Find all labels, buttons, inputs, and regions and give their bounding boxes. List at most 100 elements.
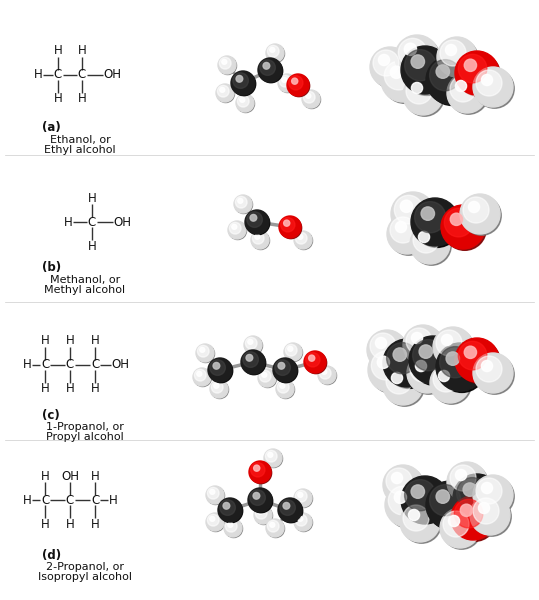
Circle shape <box>438 370 450 382</box>
Circle shape <box>390 66 403 79</box>
Circle shape <box>288 346 293 352</box>
Circle shape <box>259 370 271 382</box>
Circle shape <box>432 365 471 404</box>
Circle shape <box>207 514 225 532</box>
Circle shape <box>220 500 236 515</box>
Circle shape <box>402 504 441 543</box>
Circle shape <box>279 216 301 238</box>
Circle shape <box>403 75 443 115</box>
Circle shape <box>412 340 444 371</box>
Circle shape <box>258 509 263 514</box>
Circle shape <box>264 449 282 467</box>
Circle shape <box>383 365 423 405</box>
Circle shape <box>208 514 219 526</box>
Circle shape <box>401 46 449 94</box>
Circle shape <box>284 343 302 361</box>
Circle shape <box>217 85 229 97</box>
Circle shape <box>266 44 284 62</box>
Circle shape <box>442 510 481 549</box>
Circle shape <box>430 485 461 516</box>
Circle shape <box>473 353 513 393</box>
Circle shape <box>409 355 448 394</box>
Circle shape <box>292 78 298 84</box>
Circle shape <box>211 382 223 393</box>
Circle shape <box>275 360 291 376</box>
Circle shape <box>298 493 303 497</box>
Circle shape <box>476 70 502 96</box>
Circle shape <box>230 223 241 234</box>
Text: OH: OH <box>103 68 121 82</box>
Circle shape <box>223 502 230 509</box>
Circle shape <box>481 482 493 494</box>
Circle shape <box>475 69 514 108</box>
Circle shape <box>258 369 276 387</box>
Text: H: H <box>91 469 99 482</box>
Circle shape <box>398 38 427 67</box>
Circle shape <box>429 484 475 530</box>
Circle shape <box>395 196 423 224</box>
Circle shape <box>387 485 430 529</box>
Circle shape <box>279 499 303 523</box>
Circle shape <box>426 56 474 104</box>
Circle shape <box>450 76 476 102</box>
Circle shape <box>224 519 242 537</box>
Circle shape <box>259 370 277 388</box>
Circle shape <box>464 59 476 71</box>
Circle shape <box>229 222 246 239</box>
Circle shape <box>246 211 270 235</box>
Circle shape <box>418 232 430 242</box>
Circle shape <box>410 224 450 264</box>
Text: Ethyl alcohol: Ethyl alcohol <box>44 145 116 155</box>
Circle shape <box>248 340 253 344</box>
Circle shape <box>305 352 327 374</box>
Text: H: H <box>66 383 74 395</box>
Text: H: H <box>23 358 31 371</box>
Text: C: C <box>78 68 86 82</box>
Circle shape <box>303 91 321 109</box>
Circle shape <box>405 327 444 366</box>
Circle shape <box>295 514 307 526</box>
Text: Propyl alcohol: Propyl alcohol <box>46 432 124 442</box>
Text: C: C <box>91 358 99 371</box>
Circle shape <box>473 475 513 515</box>
Circle shape <box>443 511 469 537</box>
Circle shape <box>220 88 225 92</box>
Circle shape <box>464 346 476 358</box>
Text: H: H <box>109 493 118 506</box>
Text: H: H <box>88 191 96 205</box>
Circle shape <box>258 58 282 82</box>
Circle shape <box>281 218 295 232</box>
Circle shape <box>267 45 285 62</box>
Circle shape <box>429 58 475 106</box>
Circle shape <box>250 462 272 484</box>
Text: H: H <box>91 383 99 395</box>
Circle shape <box>396 221 406 233</box>
Circle shape <box>285 344 297 356</box>
Text: H: H <box>66 517 74 530</box>
Circle shape <box>378 55 390 65</box>
Text: H: H <box>88 239 96 253</box>
Circle shape <box>383 339 431 387</box>
Circle shape <box>245 337 262 355</box>
Circle shape <box>440 347 471 378</box>
Circle shape <box>413 200 460 247</box>
Circle shape <box>280 383 285 388</box>
Circle shape <box>255 235 260 239</box>
Circle shape <box>369 332 408 371</box>
Circle shape <box>208 358 232 382</box>
Circle shape <box>409 509 419 521</box>
Text: H: H <box>33 68 43 82</box>
Circle shape <box>278 382 289 393</box>
Circle shape <box>225 520 237 532</box>
Circle shape <box>246 355 253 361</box>
Circle shape <box>280 217 302 239</box>
Circle shape <box>411 198 459 246</box>
Circle shape <box>302 90 320 108</box>
Circle shape <box>455 80 467 92</box>
Circle shape <box>441 334 453 346</box>
Circle shape <box>414 202 446 233</box>
Circle shape <box>197 346 209 357</box>
Circle shape <box>243 352 258 367</box>
Circle shape <box>294 231 312 249</box>
Circle shape <box>289 76 303 90</box>
